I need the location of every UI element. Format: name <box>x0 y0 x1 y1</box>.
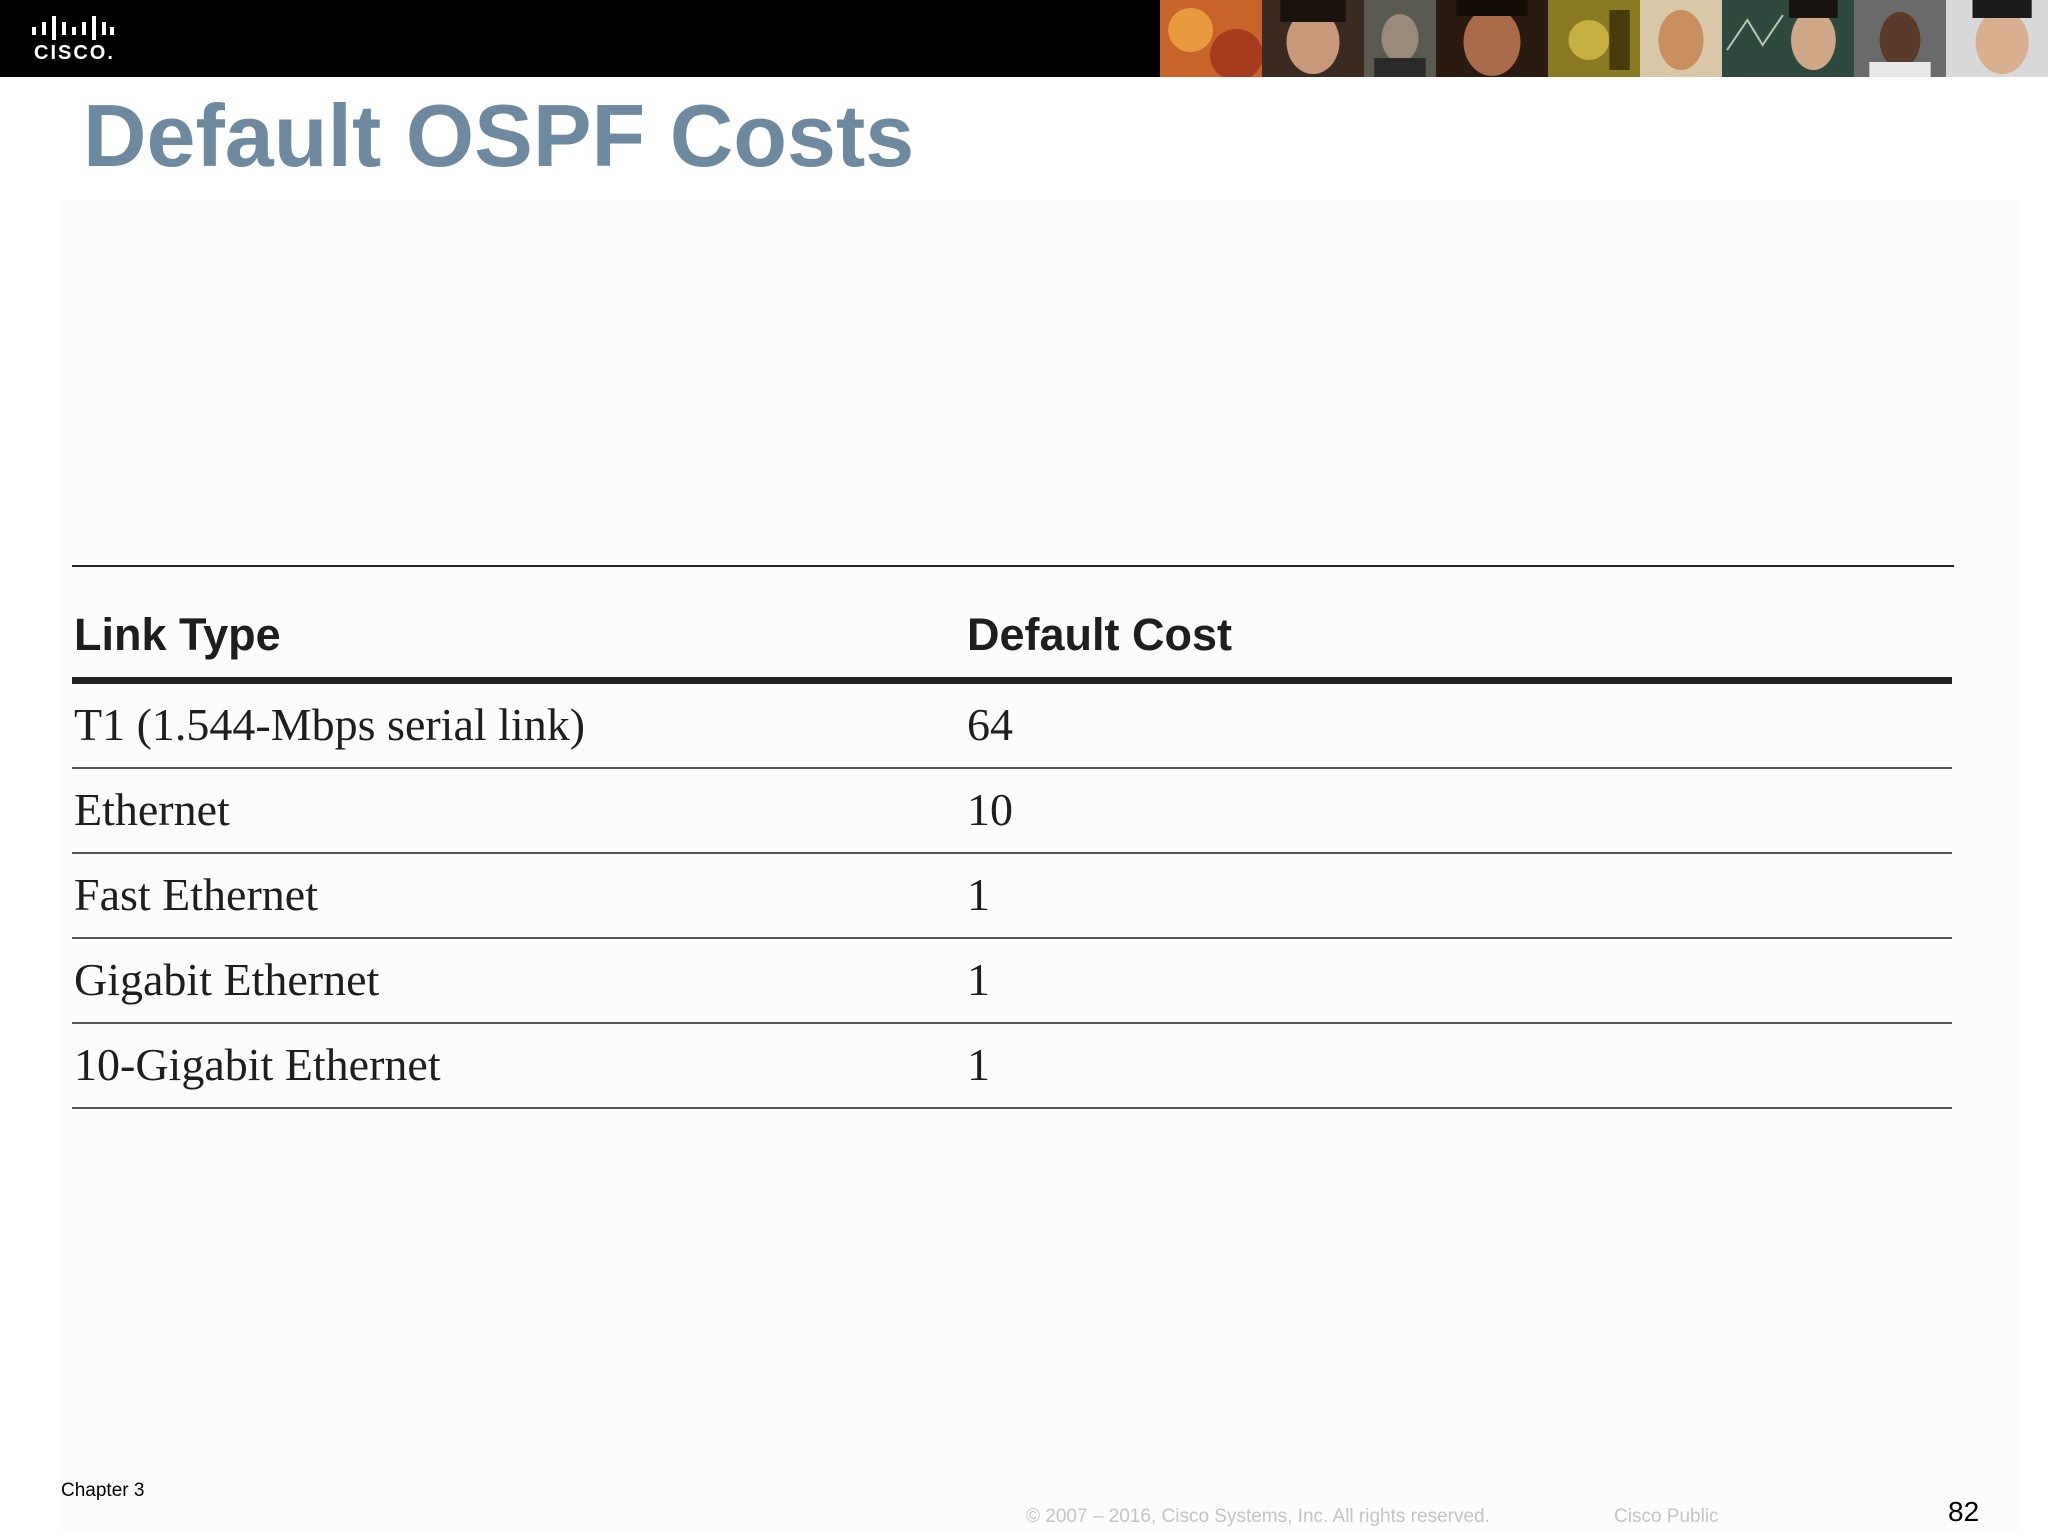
cisco-bars-icon <box>32 16 114 40</box>
cisco-logo: CISCO. <box>28 14 118 64</box>
table-row: T1 (1.544-Mbps serial link) 64 <box>72 684 1952 769</box>
photo-5 <box>1548 0 1640 77</box>
page-number: 82 <box>1948 1496 1980 1527</box>
table-row: Fast Ethernet 1 <box>72 854 1952 939</box>
photo-2 <box>1262 0 1364 77</box>
cisco-wordmark: CISCO. <box>34 42 115 64</box>
table-row: Gigabit Ethernet 1 <box>72 939 1952 1024</box>
link-type-cell: T1 (1.544-Mbps serial link) <box>74 699 586 750</box>
photo-1 <box>1160 0 1262 77</box>
column-header-default-cost: Default Cost <box>967 609 1233 660</box>
table-row: 10-Gigabit Ethernet 1 <box>72 1024 1952 1109</box>
header-bar: CISCO. <box>0 0 2048 77</box>
photo-strip <box>1160 0 2048 77</box>
photo-6 <box>1640 0 1722 77</box>
table-top-rule <box>72 565 1954 567</box>
link-type-cell: Gigabit Ethernet <box>74 954 380 1005</box>
column-header-link-type: Link Type <box>74 609 281 660</box>
ospf-cost-table: Link Type Default Cost T1 (1.544-Mbps se… <box>72 565 1954 1109</box>
default-cost-cell: 1 <box>967 954 990 1005</box>
photo-9 <box>1946 0 2048 77</box>
link-type-cell: 10-Gigabit Ethernet <box>74 1039 441 1090</box>
chapter-label: Chapter 3 <box>61 1480 145 1501</box>
link-type-cell: Ethernet <box>74 784 230 835</box>
photo-8 <box>1854 0 1946 77</box>
table-row: Ethernet 10 <box>72 769 1952 854</box>
classification-label: Cisco Public <box>1614 1506 1719 1527</box>
photo-3 <box>1364 0 1436 77</box>
photo-7 <box>1722 0 1854 77</box>
link-type-cell: Fast Ethernet <box>74 869 318 920</box>
default-cost-cell: 1 <box>967 869 990 920</box>
slide-title: Default OSPF Costs <box>83 86 915 185</box>
copyright-text: © 2007 – 2016, Cisco Systems, Inc. All r… <box>1026 1506 1490 1527</box>
photo-4 <box>1436 0 1548 77</box>
default-cost-cell: 10 <box>967 784 1013 835</box>
default-cost-cell: 64 <box>967 699 1013 750</box>
default-cost-cell: 1 <box>967 1039 990 1090</box>
table-header-row: Link Type Default Cost <box>72 567 1952 677</box>
table-header-rule <box>72 677 1952 684</box>
slide-background <box>60 200 2020 1530</box>
